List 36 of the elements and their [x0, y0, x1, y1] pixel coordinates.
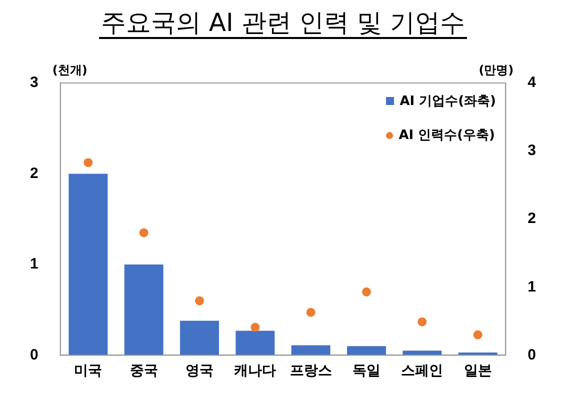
x-tick-label: 캐나다	[234, 363, 276, 380]
y-tick-label: 3	[30, 74, 38, 92]
y-tick-label: 2	[30, 164, 38, 182]
point	[139, 228, 148, 238]
x-tick-label: 영국	[186, 363, 214, 380]
point	[362, 287, 371, 296]
x-tick-label: 미국	[74, 363, 102, 380]
y-axis-title: (천개)	[52, 63, 88, 78]
point	[195, 296, 204, 306]
chart-title: 주요국의 AI 관련 인력 및 기업수	[98, 8, 468, 39]
point	[250, 322, 260, 332]
point	[306, 308, 316, 317]
x-tick-label: 프랑스	[290, 363, 332, 380]
y2-tick-label: 3	[528, 142, 536, 160]
point	[473, 330, 482, 340]
x-tick-label: 스페인	[401, 363, 444, 380]
bar	[124, 264, 164, 356]
y2-tick-label: 2	[528, 210, 536, 228]
y2-tick-label: 4	[528, 74, 537, 92]
y2-tick-label: 0	[528, 346, 536, 364]
x-tick-label: 중국	[130, 363, 158, 380]
point	[418, 317, 427, 326]
legend-label: AI 기업수(좌축)	[400, 93, 496, 110]
bar	[68, 174, 108, 356]
bar	[180, 320, 219, 356]
point	[84, 158, 93, 168]
bar	[236, 330, 275, 356]
y2-axis-title: (만명)	[478, 63, 514, 78]
y-tick-label: 0	[30, 346, 38, 364]
y-tick-label: 1	[30, 256, 38, 273]
y2-tick-label: 1	[528, 278, 536, 296]
x-tick-label: 일본	[464, 363, 492, 380]
x-tick-label: 독일	[352, 363, 380, 380]
bar	[347, 346, 386, 356]
bar	[291, 345, 330, 356]
legend-label: AI 인력수(우축)	[398, 127, 495, 144]
